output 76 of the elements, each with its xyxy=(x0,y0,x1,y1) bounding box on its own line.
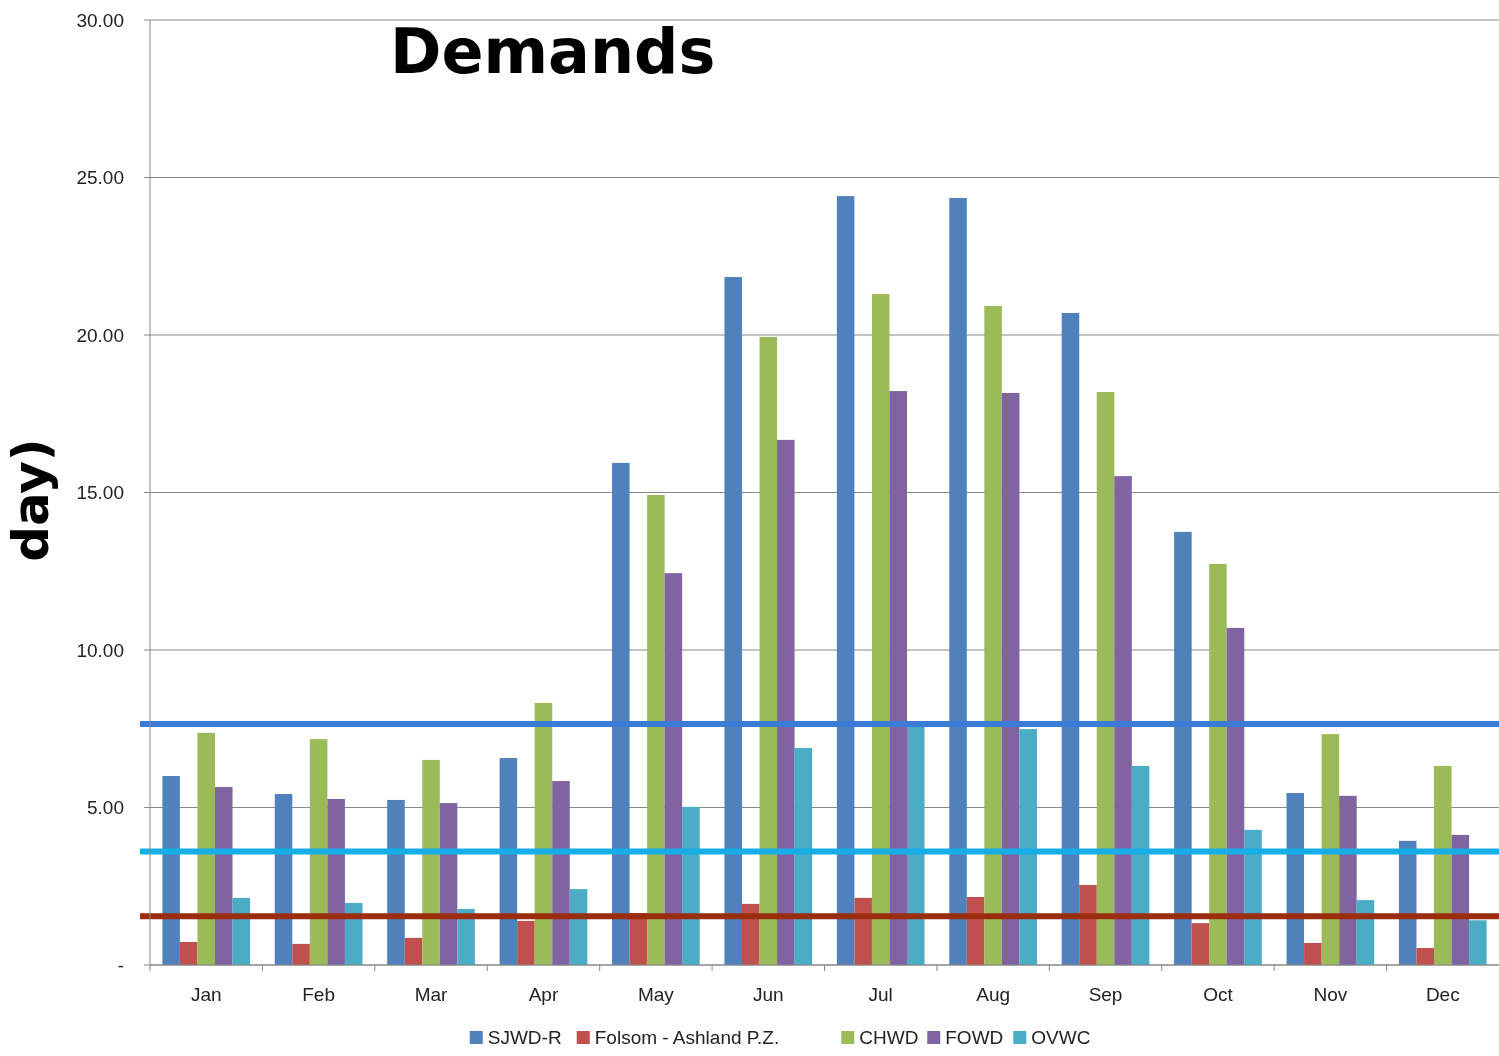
y-tick-label: 30.00 xyxy=(76,9,124,31)
bar xyxy=(984,306,1002,965)
legend-label: OVWC xyxy=(1031,1027,1091,1048)
bar xyxy=(724,277,742,965)
bar xyxy=(309,739,328,965)
x-tick-label: Aug xyxy=(976,984,1011,1005)
bar xyxy=(1339,795,1357,965)
bar xyxy=(1096,392,1115,965)
x-tick-label: Apr xyxy=(528,984,559,1005)
legend-label: CHWD xyxy=(859,1027,919,1048)
bar xyxy=(274,793,293,965)
bar xyxy=(162,776,180,965)
bar xyxy=(179,942,198,965)
bar xyxy=(499,758,518,965)
x-tick-label: Mar xyxy=(414,984,449,1005)
bar xyxy=(1321,734,1340,965)
bar xyxy=(1469,920,1487,965)
bar xyxy=(214,787,233,965)
bar xyxy=(552,781,570,965)
bar xyxy=(197,732,215,965)
y-tick-label: 20.00 xyxy=(76,324,124,346)
bar xyxy=(1191,923,1210,965)
bar xyxy=(422,759,440,965)
bar xyxy=(292,943,310,965)
bar xyxy=(1001,392,1020,965)
y-tick-label: 5.00 xyxy=(87,797,124,819)
bar xyxy=(871,294,890,965)
y-tick-label: 25.00 xyxy=(76,167,124,189)
x-tick-label: Feb xyxy=(302,984,335,1005)
bar xyxy=(534,702,553,965)
bar xyxy=(1416,947,1435,965)
bar xyxy=(777,439,795,965)
bar xyxy=(387,799,405,965)
bar xyxy=(1114,476,1132,965)
bar xyxy=(1209,564,1227,965)
bar xyxy=(1434,765,1452,965)
y-axis-title: day) xyxy=(2,438,60,562)
x-tick-label: Jul xyxy=(868,984,893,1005)
bar xyxy=(1286,793,1305,965)
x-tick-label: Dec xyxy=(1425,984,1460,1005)
bar xyxy=(907,724,925,965)
x-tick-label: Jan xyxy=(190,984,222,1005)
bar xyxy=(682,806,700,965)
x-tick-label: Jun xyxy=(752,984,784,1005)
bar xyxy=(949,197,967,965)
x-tick-label: Sep xyxy=(1088,984,1123,1005)
bar xyxy=(612,462,630,965)
y-tick-label: - xyxy=(117,954,124,976)
chart-title: Demands xyxy=(390,15,716,88)
bar xyxy=(517,920,535,965)
x-tick-label: May xyxy=(637,984,675,1005)
bar xyxy=(1061,312,1080,965)
bar xyxy=(664,573,683,965)
bar xyxy=(647,495,665,965)
bar xyxy=(404,937,423,965)
bar xyxy=(1079,884,1097,965)
legend-label: SJWD-R xyxy=(487,1027,562,1048)
bar xyxy=(1304,942,1322,965)
bar xyxy=(1019,729,1037,965)
y-tick-label: 10.00 xyxy=(76,639,124,661)
bar xyxy=(1244,829,1262,965)
bar xyxy=(1226,627,1245,965)
bar xyxy=(759,336,778,965)
legend-label: Folsom - Ashland P.Z. xyxy=(594,1027,780,1048)
bar xyxy=(1131,765,1150,965)
bar xyxy=(836,196,855,965)
bar xyxy=(327,799,345,965)
bar xyxy=(1174,531,1192,965)
legend-label: FOWD xyxy=(945,1027,1004,1048)
y-tick-label: 15.00 xyxy=(76,482,124,504)
bar xyxy=(889,391,908,965)
x-tick-label: Oct xyxy=(1203,984,1234,1005)
bar xyxy=(854,897,872,965)
bar xyxy=(741,903,760,965)
bar xyxy=(794,747,813,965)
x-tick-label: Nov xyxy=(1313,984,1348,1005)
